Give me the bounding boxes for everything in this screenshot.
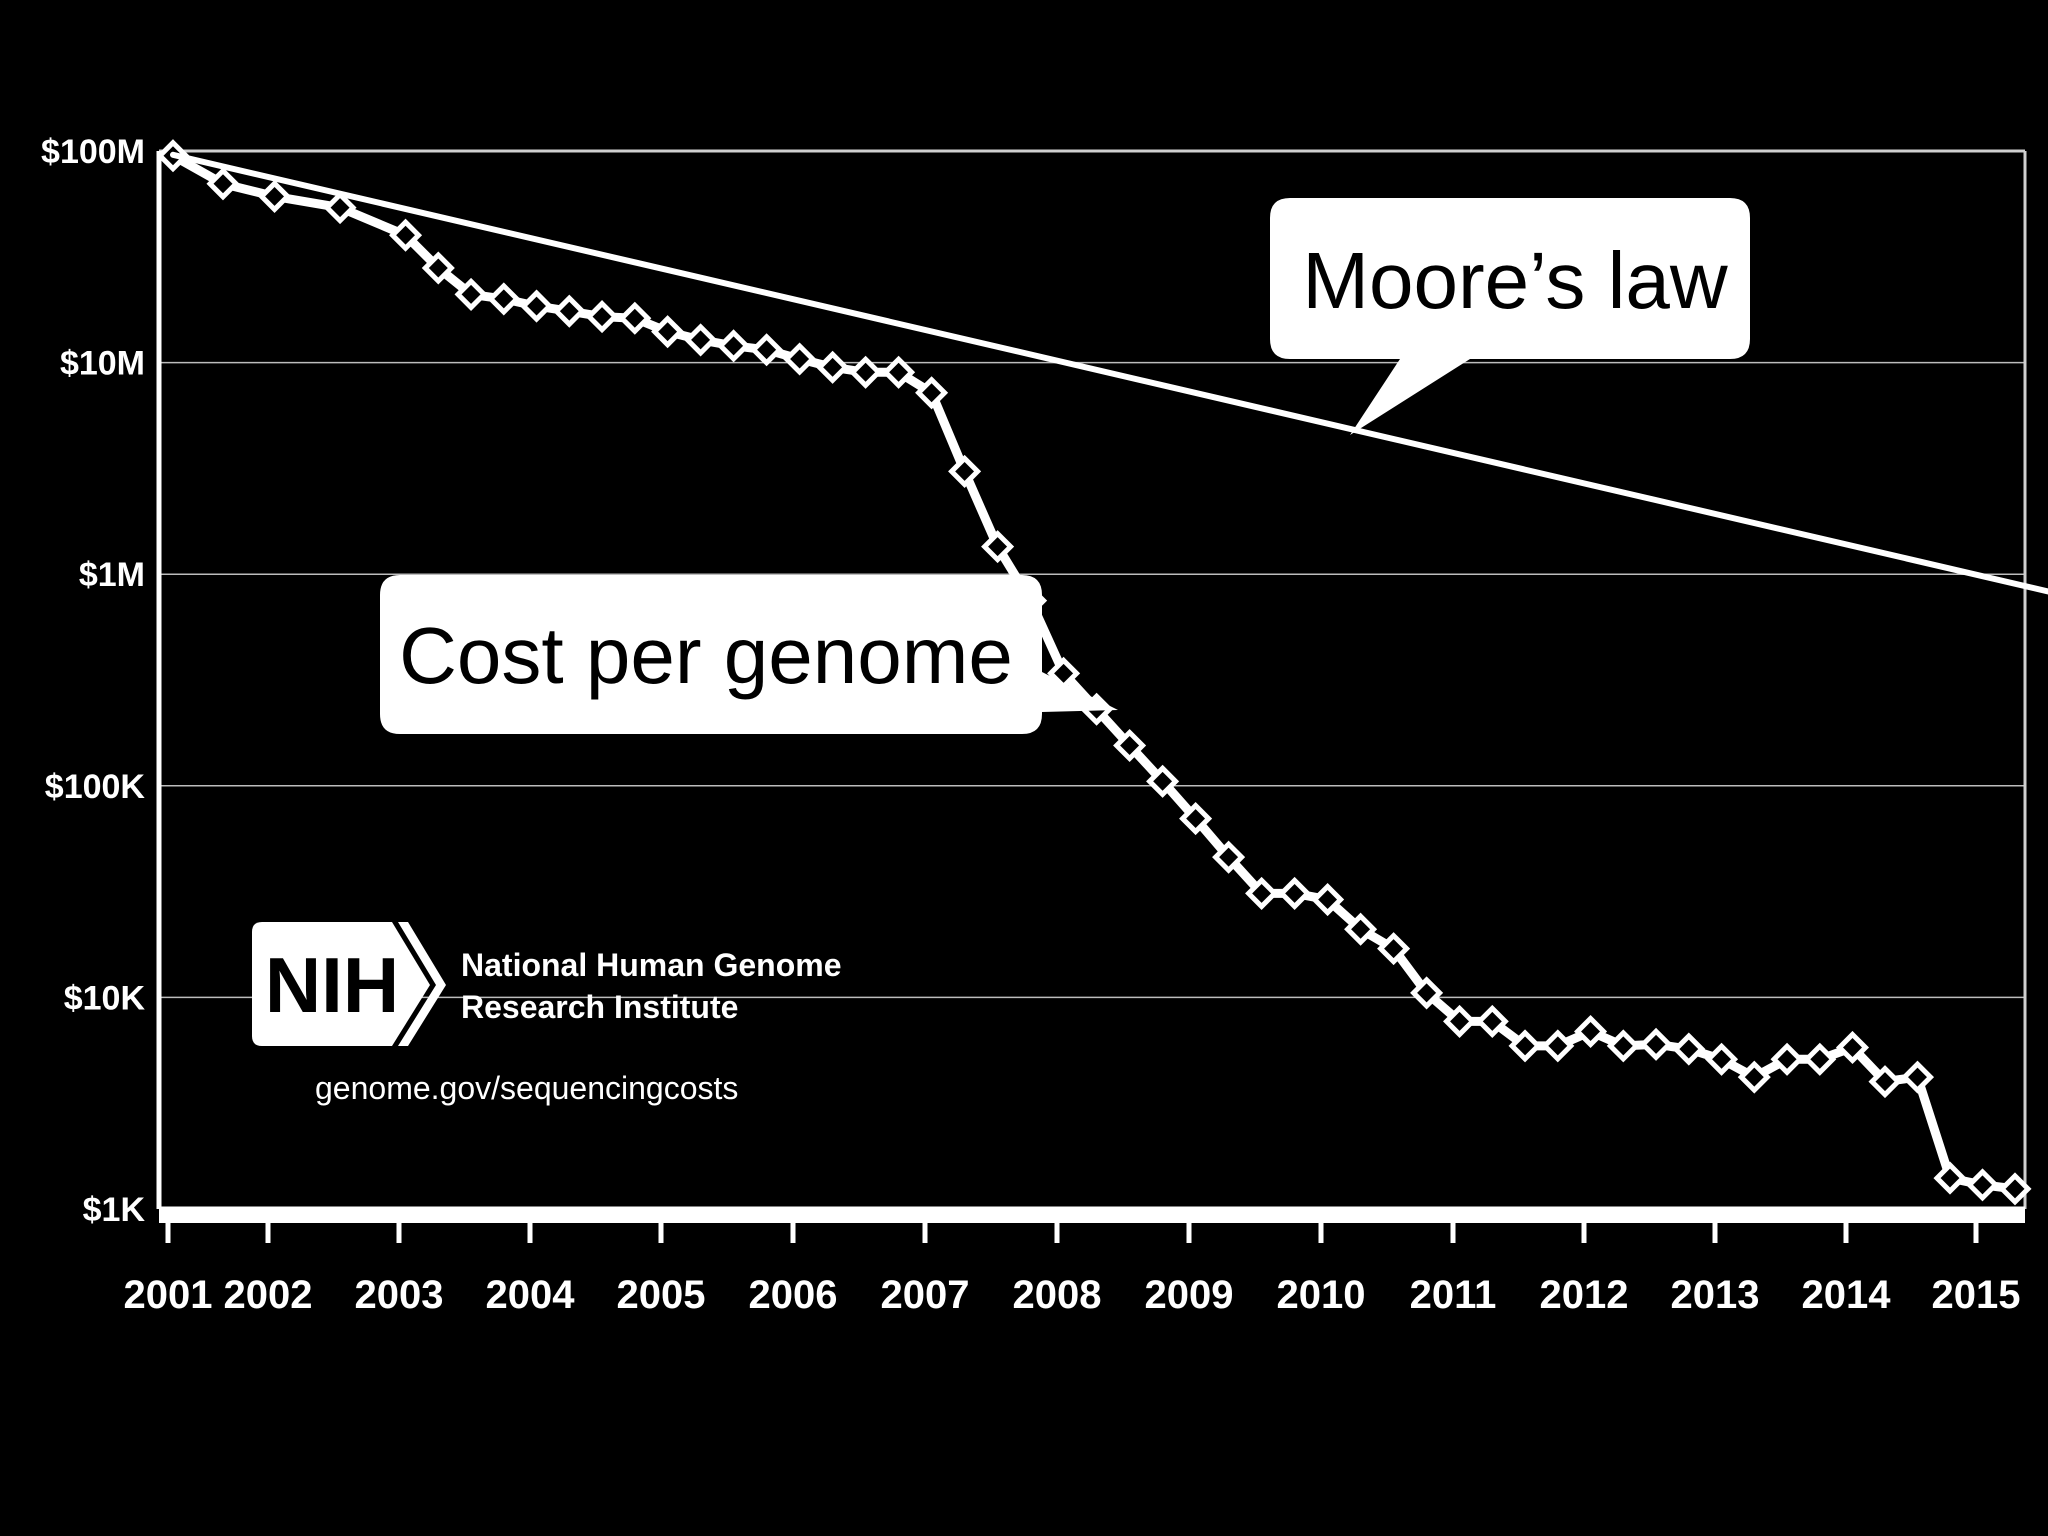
data-point-cost-per-genome <box>1770 1042 1804 1076</box>
data-point-cost-per-genome <box>915 376 949 410</box>
data-point-cost-per-genome <box>1672 1032 1706 1066</box>
data-point-cost-per-genome <box>1475 1004 1509 1038</box>
y-tick-label: $1M <box>79 556 145 594</box>
data-point-cost-per-genome <box>1311 883 1345 917</box>
data-point-cost-per-genome <box>1835 1030 1870 1064</box>
data-point-cost-per-genome <box>1179 802 1213 836</box>
nih-institute-name-line1: National Human Genome <box>461 947 842 983</box>
x-tick-label: 2009 <box>1145 1273 1234 1317</box>
data-point-cost-per-genome <box>1965 1168 2000 1202</box>
data-point-cost-per-genome <box>1574 1014 1608 1049</box>
data-point-cost-per-genome <box>1212 840 1246 874</box>
data-point-cost-per-genome <box>948 454 982 488</box>
x-tick-label: 2011 <box>1410 1273 1497 1317</box>
cost-per-genome-label: Cost per genome <box>399 611 1013 700</box>
data-point-cost-per-genome <box>520 289 554 323</box>
nih-logo-badge <box>252 922 430 1046</box>
x-tick-label: 2007 <box>881 1273 970 1317</box>
x-tick-label: 2013 <box>1671 1273 1760 1317</box>
x-axis-bar <box>159 1211 2025 1223</box>
data-point-cost-per-genome <box>1410 976 1444 1010</box>
data-point-cost-per-genome <box>487 282 521 316</box>
nih-institute-name-line2: Research Institute <box>461 989 738 1025</box>
series-layer <box>156 139 2048 1206</box>
cost-per-genome-callout: Cost per genome <box>380 575 1118 734</box>
data-point-cost-per-genome <box>849 355 883 389</box>
data-point-cost-per-genome <box>783 342 817 376</box>
data-point-cost-per-genome <box>1377 932 1411 966</box>
nih-logo: NIH National Human Genome Research Insti… <box>252 922 842 1106</box>
x-tick-label: 2004 <box>486 1273 576 1317</box>
data-point-cost-per-genome <box>1443 1004 1477 1038</box>
nih-logo-letters: NIH <box>265 941 399 1029</box>
data-point-cost-per-genome <box>882 355 916 389</box>
moores-law-label: Moore’s law <box>1302 236 1728 325</box>
x-tick-label: 2001 <box>124 1273 213 1317</box>
data-point-cost-per-genome <box>454 277 488 311</box>
data-point-cost-per-genome <box>1245 876 1279 910</box>
data-point-cost-per-genome <box>618 301 652 335</box>
x-tick-label: 2008 <box>1013 1273 1102 1317</box>
moores-law-callout: Moore’s law <box>1270 198 1750 435</box>
x-tick-label: 2012 <box>1540 1273 1629 1317</box>
data-point-cost-per-genome <box>1933 1161 1967 1195</box>
data-point-cost-per-genome <box>1803 1042 1837 1076</box>
data-point-cost-per-genome <box>684 323 718 357</box>
data-point-cost-per-genome <box>750 333 784 367</box>
y-tick-label: $10K <box>64 979 146 1017</box>
x-axis-labels: 2001 2002 2003 2004 2005 2006 2007 2008 2009 2010… <box>124 1273 2021 1317</box>
x-tick-label: 2002 <box>224 1273 313 1317</box>
data-point-cost-per-genome <box>1606 1029 1640 1063</box>
data-point-cost-per-genome <box>717 329 751 363</box>
x-tick-label: 2015 <box>1932 1273 2021 1317</box>
data-point-cost-per-genome <box>1278 876 1312 910</box>
data-point-cost-per-genome <box>1900 1060 1935 1094</box>
x-tick-label: 2010 <box>1277 1273 1366 1317</box>
data-point-cost-per-genome <box>552 294 586 328</box>
data-point-cost-per-genome <box>585 300 619 334</box>
nih-logo-chevron <box>398 922 446 1046</box>
cost-per-genome-callout-box <box>380 575 1118 734</box>
nih-url: genome.gov/sequencingcosts <box>315 1070 738 1106</box>
data-point-cost-per-genome <box>1344 912 1378 946</box>
data-point-cost-per-genome <box>1737 1060 1771 1094</box>
y-tick-label: $1K <box>83 1191 146 1229</box>
data-point-cost-per-genome <box>1541 1029 1575 1063</box>
axis-ticks <box>165 1209 1979 1243</box>
data-point-cost-per-genome <box>323 191 357 225</box>
gridlines <box>159 361 2025 999</box>
x-tick-label: 2003 <box>355 1273 444 1317</box>
moores-law-callout-box <box>1270 198 1750 435</box>
data-point-cost-per-genome <box>1868 1065 1902 1099</box>
data-point-cost-per-genome <box>1113 728 1147 763</box>
data-point-cost-per-genome <box>389 218 423 252</box>
series-line-moores-law <box>170 151 2048 595</box>
x-tick-label: 2014 <box>1802 1273 1892 1317</box>
data-point-cost-per-genome <box>1508 1029 1542 1063</box>
data-point-cost-per-genome <box>1639 1027 1673 1061</box>
x-tick-label: 2006 <box>749 1273 838 1317</box>
y-tick-label: $10M <box>60 345 145 383</box>
data-point-cost-per-genome <box>651 315 685 349</box>
y-axis-labels: $100M $10M $1M $100K $10K $1K <box>41 133 145 1229</box>
data-point-cost-per-genome <box>258 179 292 213</box>
y-tick-label: $100M <box>41 133 145 171</box>
data-point-cost-per-genome <box>1146 764 1180 798</box>
x-tick-label: 2005 <box>617 1273 706 1317</box>
data-point-cost-per-genome <box>421 251 455 285</box>
y-tick-label: $100K <box>45 768 146 806</box>
data-point-cost-per-genome <box>981 530 1015 564</box>
data-point-cost-per-genome <box>1705 1042 1739 1076</box>
data-point-cost-per-genome <box>816 350 850 384</box>
data-point-cost-per-genome <box>206 167 240 201</box>
data-point-cost-per-genome <box>1998 1172 2032 1206</box>
